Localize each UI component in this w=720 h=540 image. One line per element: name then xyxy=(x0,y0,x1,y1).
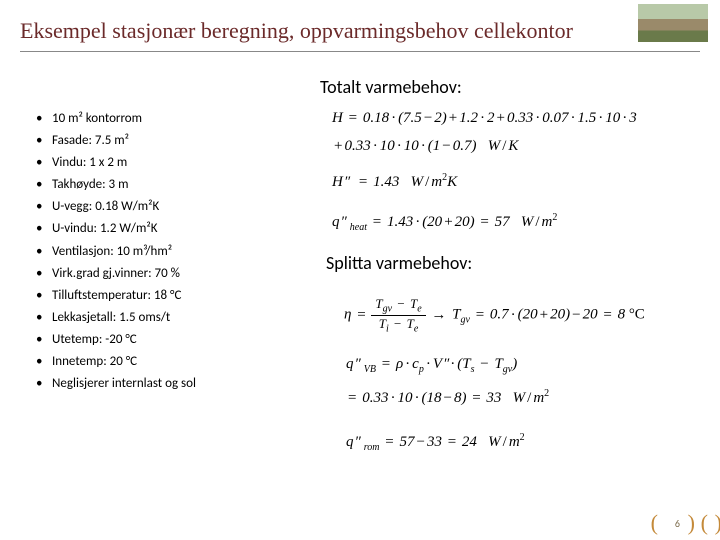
list-item: Ventilasjon: 10 m³/hm² xyxy=(36,241,316,263)
bracket-icon: ( xyxy=(701,510,708,536)
list-item: Virk.grad gj.vinner: 70 % xyxy=(36,263,316,285)
subtitle-total: Totalt varmebehov: xyxy=(320,76,462,98)
parameter-list: 10 m² kontorrom Fasade: 7.5 m² Vindu: 1 … xyxy=(36,108,316,395)
list-item: U-vindu: 1.2 W/m²K xyxy=(36,218,316,240)
eq-H-line2: +0.33·10·10·(1−0.7) = 14.4 W/K xyxy=(332,138,518,155)
eq-Hpp: H″ = 1.43 W/m2K xyxy=(332,172,457,191)
list-item: Utetemp: -20 °C xyxy=(36,329,316,351)
eq-qheat: q″heat = 1.43·(20+20) = 57 W/m2 xyxy=(332,212,557,233)
eq-qrom: q″rom = 57−33 = 24 W/m2 xyxy=(346,432,525,453)
eq-qvb-val: = 0.33·10·(18−8) = 33 W/m2 xyxy=(346,388,549,407)
list-item: 10 m² kontorrom xyxy=(36,108,316,130)
eq-qvb-lhs: q″VB = ρ·cp·V″·(Ts − Tgv) xyxy=(346,356,517,375)
bracket-icon: ) xyxy=(715,510,720,536)
eq-H-line1: H = 0.18·(7.5−2)+1.2·2+0.33·0.07·1.5·10·… xyxy=(332,110,637,127)
list-item: Lekkasjetall: 1.5 oms/t xyxy=(36,307,316,329)
list-item: Neglisjerer internlast og sol xyxy=(36,373,316,395)
list-item: Innetemp: 20 °C xyxy=(36,351,316,373)
bracket-icon: ( xyxy=(651,510,658,536)
list-item: U-vegg: 0.18 W/m²K xyxy=(36,196,316,218)
header-photo xyxy=(638,4,708,42)
list-item: Fasade: 7.5 m² xyxy=(36,130,316,152)
title-underline xyxy=(20,51,700,52)
bracket-icon: ) xyxy=(688,510,695,536)
subtitle-split: Splitta varmebehov: xyxy=(326,252,472,274)
list-item: Vindu: 1 x 2 m xyxy=(36,152,316,174)
list-item: Tilluftstemperatur: 18 °C xyxy=(36,285,316,307)
list-item: Takhøyde: 3 m xyxy=(36,174,316,196)
eq-eta: η = Tgv − Te Ti − Te → Tgv = 0.7·(20+20)… xyxy=(344,296,645,334)
page-title: Eksempel stasjonær beregning, oppvarming… xyxy=(20,18,700,44)
page-number: 6 xyxy=(675,517,680,530)
